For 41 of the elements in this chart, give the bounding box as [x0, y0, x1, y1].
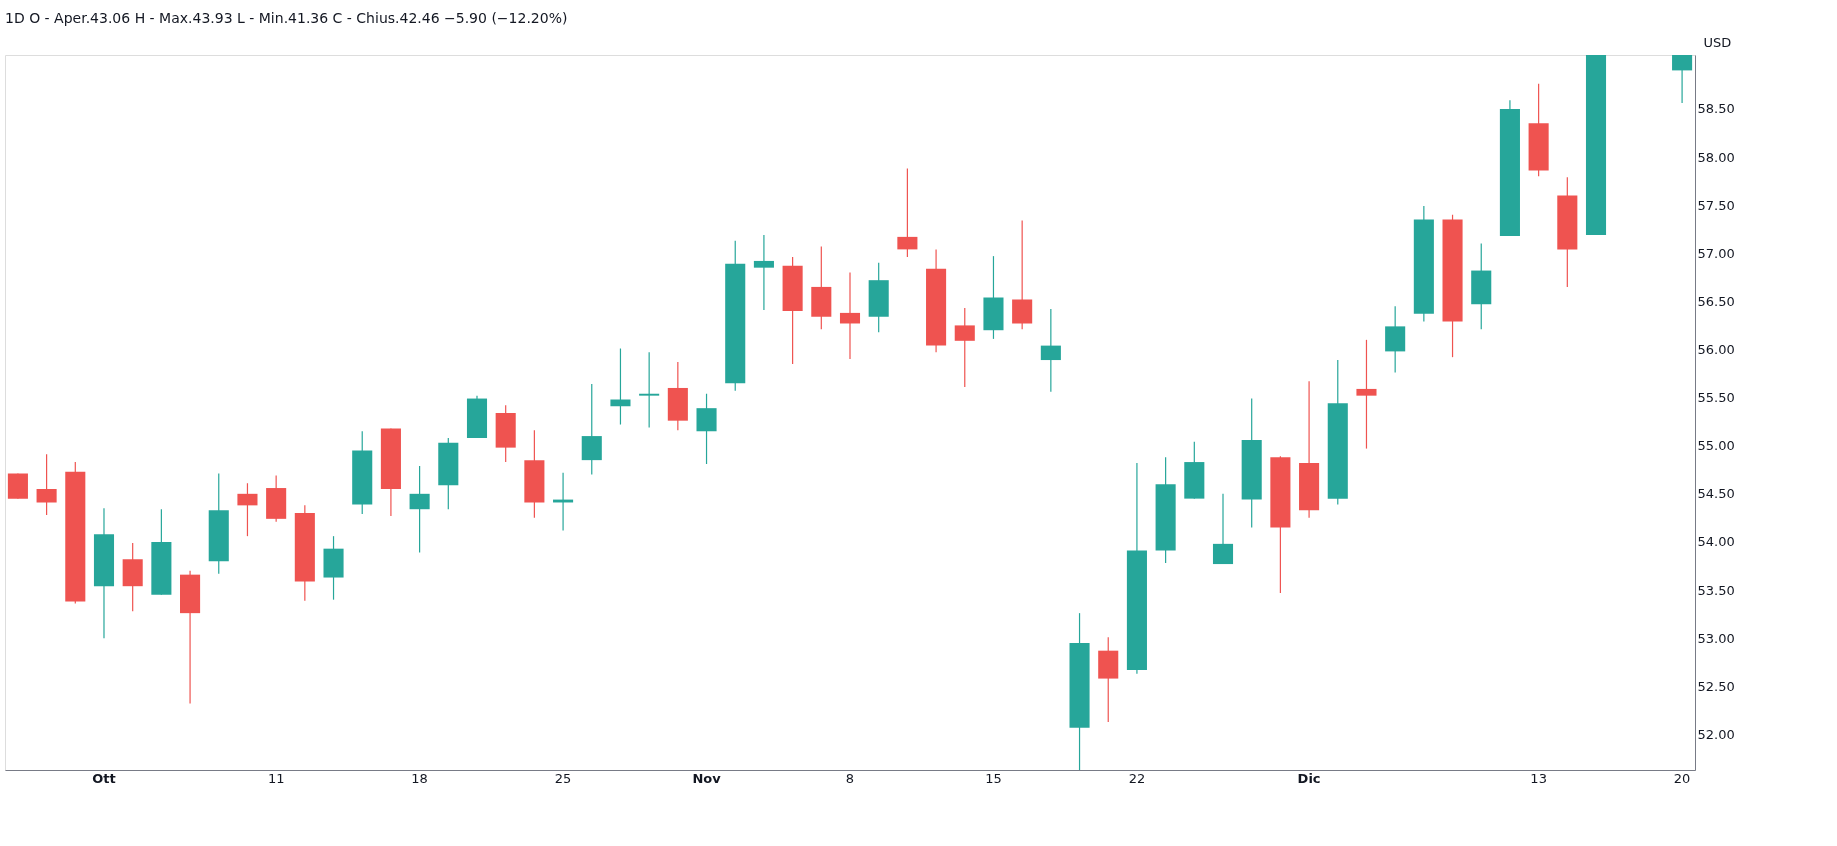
candlestick	[639, 351, 660, 429]
candlestick	[1212, 493, 1234, 565]
candlestick	[753, 234, 774, 311]
candlestick	[839, 271, 861, 360]
x-tick-label: 13	[1530, 770, 1547, 786]
y-tick-label: 53.50	[1697, 582, 1735, 598]
x-tick-label: 18	[411, 770, 428, 786]
candlestick	[1356, 339, 1377, 450]
y-tick-label: 55.00	[1697, 438, 1735, 454]
x-tick-label: 15	[985, 770, 1002, 786]
x-tick-label: Nov	[692, 770, 722, 786]
x-tick-label: 20	[1673, 770, 1691, 786]
y-tick-label: 52.50	[1697, 678, 1735, 694]
chart-title: 1D O - Aper.43.06 H - Max.43.93 L - Min.41.36 C - Chius.42.46 −5.90 (−12.20%)	[5, 10, 568, 26]
candlestick	[897, 167, 918, 258]
y-tick-label: 55.50	[1697, 390, 1735, 406]
candlestick	[409, 465, 430, 554]
y-axis-title: USD	[1703, 34, 1732, 50]
y-tick-label: 57.00	[1697, 245, 1735, 261]
x-tick-label: 25	[554, 770, 572, 786]
candlestick	[237, 482, 258, 537]
y-tick-label: 56.00	[1697, 341, 1735, 357]
y-tick-label: 57.50	[1697, 197, 1735, 213]
y-tick-label: 52.00	[1697, 726, 1735, 742]
y-tick-label: 58.50	[1697, 101, 1735, 117]
candlestick	[36, 453, 57, 516]
x-tick-label: 11	[267, 770, 285, 786]
candlestick	[696, 393, 717, 465]
y-tick-label: 56.50	[1697, 293, 1735, 309]
x-tick-label: Ott	[92, 770, 116, 786]
x-tick-label: Dic	[1297, 770, 1321, 786]
y-tick-label: 58.00	[1697, 149, 1735, 165]
candlestick	[954, 307, 975, 388]
y-tick-label: 54.00	[1697, 534, 1735, 550]
y-tick-label: 53.00	[1697, 630, 1735, 646]
y-tick-label: 54.50	[1697, 486, 1735, 502]
x-tick-label: 22	[1128, 770, 1146, 786]
x-tick-label: 8	[845, 770, 855, 786]
candlestick	[1040, 308, 1061, 393]
candlestick	[1672, 55, 1693, 104]
candlestick	[610, 347, 631, 426]
